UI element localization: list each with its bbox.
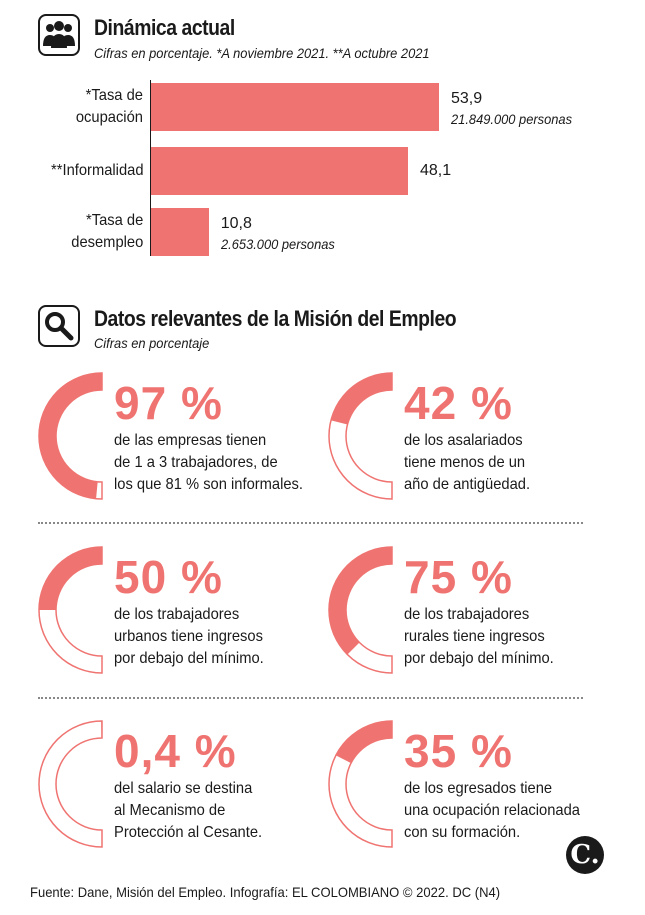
bar: [151, 208, 209, 256]
stat-value: 75 %: [404, 551, 513, 603]
bar-category-label: **Informalidad: [50, 162, 143, 179]
section1-subtitle: Cifras en porcentaje. *A noviembre 2021.…: [94, 45, 430, 61]
chart-axis-line: [150, 80, 151, 256]
donut-ring: [328, 372, 393, 500]
magnifier-icon: [45, 312, 74, 341]
el-colombiano-logo: C.: [566, 836, 604, 874]
donut-ring: [328, 720, 393, 848]
stat-value: 35 %: [404, 725, 513, 777]
stat-description: de los asalariados tiene menos de un año…: [404, 432, 531, 493]
donut-ring-outline: [38, 720, 103, 848]
bar-value-label: 10,8: [220, 215, 252, 232]
donut-ring-fill: [39, 373, 102, 499]
donut-ring: [38, 372, 103, 500]
bar-chart: *Tasa de ocupación 53,9 21.849.000 persona…: [0, 80, 645, 260]
stat-description: de los egresados tiene una ocupación rel…: [404, 780, 580, 841]
donut-ring-fill: [101, 721, 102, 739]
source-footer: Fuente: Dane, Misión del Empleo. Infogra…: [30, 884, 501, 900]
donut-ring: [328, 546, 393, 674]
stat-value: 0,4 %: [114, 725, 237, 777]
donut-ring-fill: [329, 547, 392, 655]
donut-ring: [38, 546, 103, 674]
stat-value: 97 %: [114, 377, 223, 429]
people-icon-box: [38, 14, 80, 56]
bar-note-label: 21.849.000 personas: [451, 111, 573, 127]
bar: [151, 83, 439, 131]
bar-value-label: 53,9: [451, 90, 483, 107]
stat-description: de los trabajadores rurales tiene ingres…: [404, 606, 554, 667]
bar: [151, 147, 408, 195]
stat-description: de los trabajadores urbanos tiene ingres…: [114, 606, 264, 667]
donut-ring-fill: [330, 373, 392, 425]
stat-description: de las empresas tienen de 1 a 3 trabajad…: [114, 432, 304, 493]
donut-ring-fill: [39, 547, 102, 610]
donut-ring: [38, 720, 103, 848]
bar-category-label: *Tasa de desempleo: [70, 212, 143, 251]
bar-note-label: 2.653.000 personas: [220, 236, 335, 252]
separator: [38, 522, 583, 524]
bar-category-label: *Tasa de ocupación: [75, 87, 143, 126]
section2-subtitle: Cifras en porcentaje: [94, 335, 210, 351]
bar-value-label: 48,1: [420, 162, 452, 179]
donut-ring-fill: [335, 721, 392, 764]
section1-title: Dinámica actual: [94, 15, 235, 40]
separator: [38, 697, 583, 699]
stat-value: 50 %: [114, 551, 223, 603]
magnifier-icon-box: [38, 305, 80, 347]
stat-description: del salario se destina al Mecanismo de P…: [114, 780, 263, 841]
stat-value: 42 %: [404, 377, 513, 429]
people-icon: [43, 21, 75, 48]
section2-title: Datos relevantes de la Misión del Empleo: [94, 306, 457, 331]
